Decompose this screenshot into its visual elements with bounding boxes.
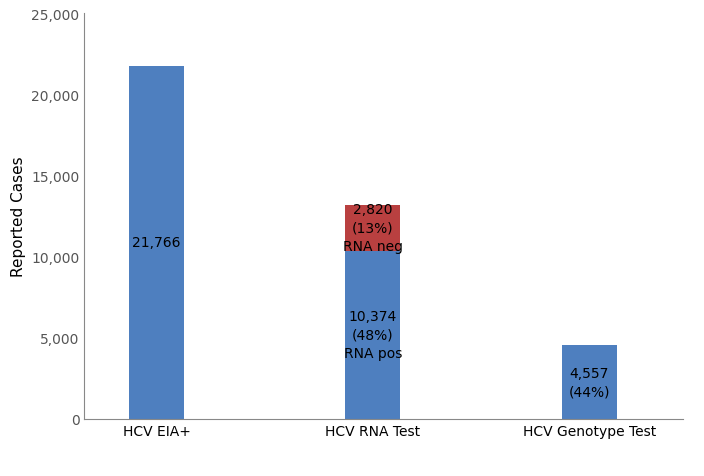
- Y-axis label: Reported Cases: Reported Cases: [11, 157, 26, 277]
- Bar: [562, 345, 617, 419]
- Text: 2,820
(13%)
RNA neg: 2,820 (13%) RNA neg: [343, 203, 403, 254]
- Text: 4,557
(44%): 4,557 (44%): [568, 366, 610, 398]
- Bar: [346, 205, 401, 251]
- Text: 21,766: 21,766: [132, 236, 181, 250]
- Bar: [346, 251, 401, 419]
- Text: 10,374
(48%)
RNA pos: 10,374 (48%) RNA pos: [344, 309, 402, 360]
- Bar: [129, 67, 184, 419]
